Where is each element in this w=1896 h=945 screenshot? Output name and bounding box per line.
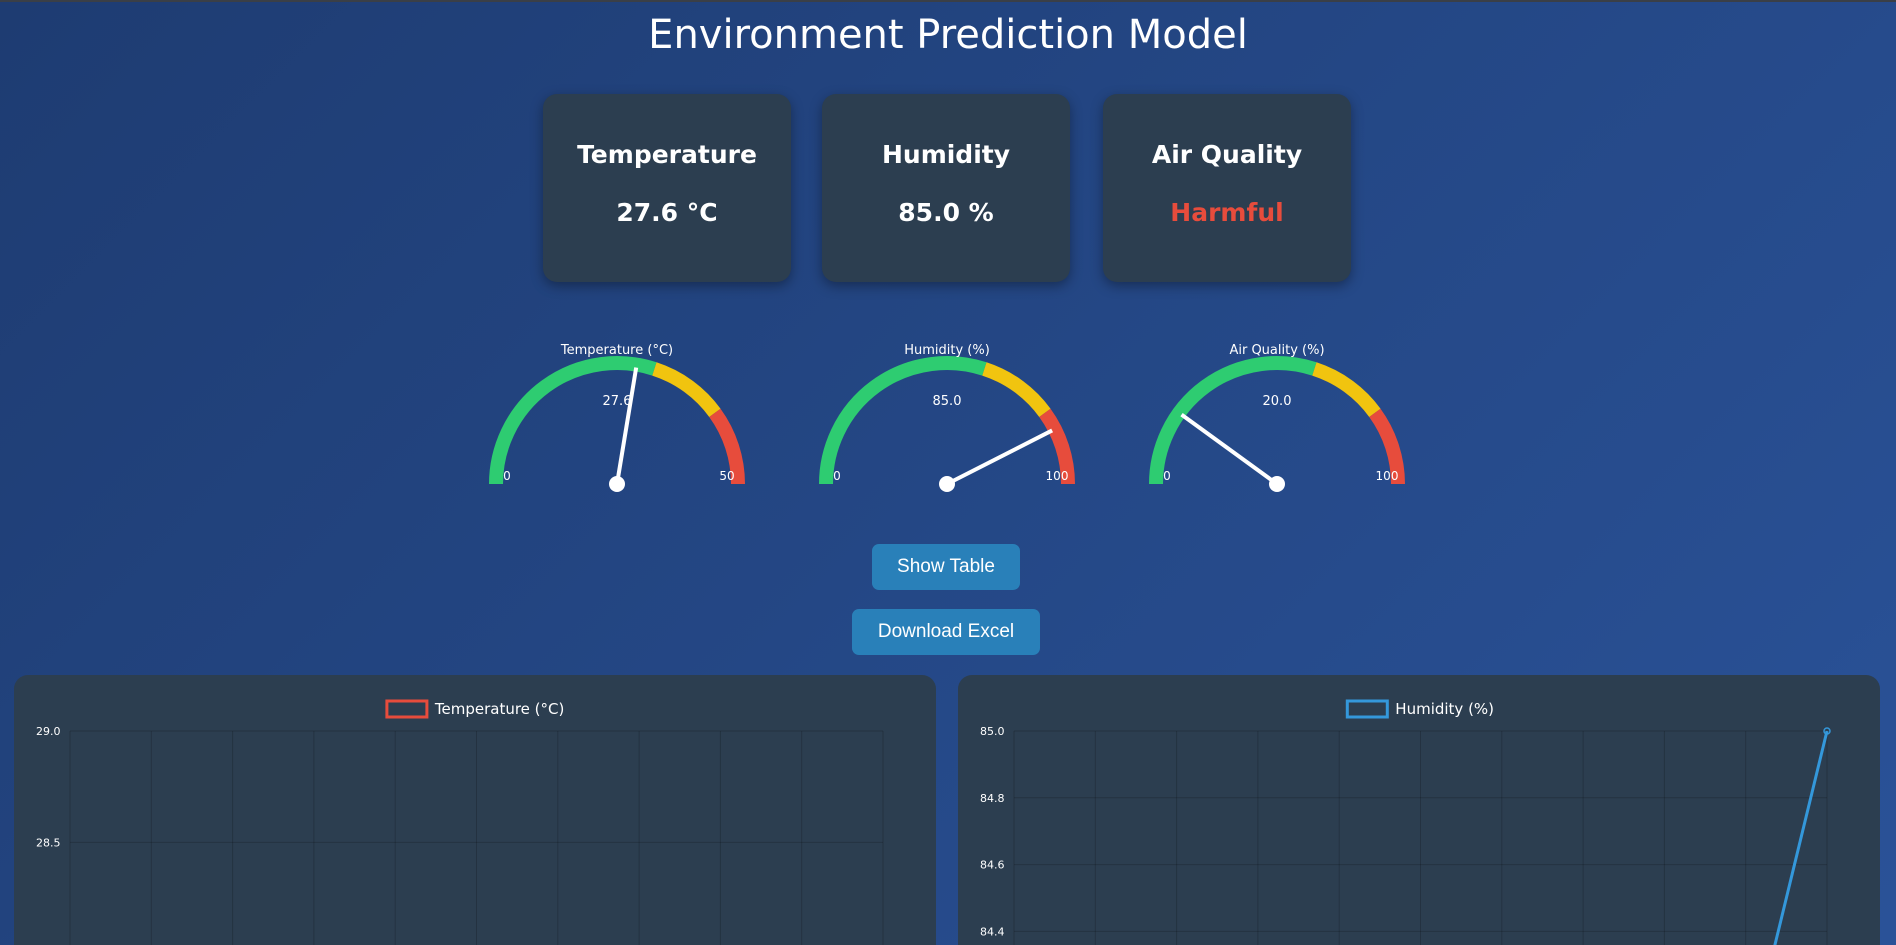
- gauge-arc: [982, 362, 1051, 418]
- action-button[interactable]: Download Excel: [852, 609, 1040, 655]
- chart-panel: 85.0 84.8 84.6 84.4 Humidity (%): [958, 675, 1880, 945]
- gauge-needle: [615, 367, 639, 485]
- card-value: 85.0 %: [898, 198, 994, 227]
- gauge-arc: [652, 362, 721, 418]
- gauge-min: 0: [1163, 469, 1171, 483]
- action-button[interactable]: Show Table: [872, 544, 1020, 590]
- gauge-hub: [609, 476, 625, 492]
- page-title: Environment Prediction Model: [648, 12, 1248, 58]
- card-label: Air Quality: [1151, 140, 1303, 169]
- status-card: Air Quality Harmful: [1103, 94, 1351, 282]
- gauge-max: 50: [719, 469, 734, 483]
- card-label: Temperature: [577, 140, 757, 169]
- legend-swatch: [1345, 699, 1389, 719]
- gauge-arc: [1312, 362, 1381, 418]
- y-tick-label: 84.6: [980, 859, 1005, 872]
- y-tick-label: 28.5: [36, 836, 61, 849]
- gauge-arc: [1369, 408, 1405, 485]
- y-tick-label: 85.0: [980, 725, 1005, 738]
- card-value: Harmful: [1170, 198, 1284, 227]
- gauge-arc: [709, 408, 745, 485]
- data-point: [1823, 727, 1831, 735]
- status-card: Temperature 27.6 °C: [543, 94, 791, 282]
- gauge-min: 0: [503, 469, 511, 483]
- gauge-title: Temperature (°C): [560, 343, 673, 358]
- gauge-hub: [939, 476, 955, 492]
- chart: 85.0 84.8 84.6 84.4 Humidity (%): [980, 699, 1831, 945]
- legend-label: Temperature (°C): [434, 700, 564, 718]
- gauges: Temperature (°C) 27.6 0 50 Humidity (%) 85.0 0…: [489, 343, 1405, 492]
- gauge-value: 20.0: [1263, 394, 1292, 409]
- chart-panel: 29.0 28.5 Temperature (°C): [14, 675, 936, 945]
- card-label: Humidity: [881, 140, 1011, 169]
- gauge-arc: [819, 356, 987, 485]
- gauge-needle: [1180, 413, 1279, 486]
- gauge-max: 100: [1376, 469, 1399, 483]
- gauge-title: Humidity (%): [904, 343, 990, 358]
- gauge-hub: [1269, 476, 1285, 492]
- gauge-value: 85.0: [933, 394, 962, 409]
- chart: 29.0 28.5 Temperature (°C): [36, 699, 884, 945]
- legend-label: Humidity (%): [1395, 700, 1494, 718]
- gauge-title: Air Quality (%): [1229, 343, 1324, 358]
- data-line: [1773, 730, 1829, 945]
- gauge-arc: [1149, 356, 1317, 485]
- y-tick-label: 84.8: [980, 792, 1005, 805]
- gauge-arc: [1039, 408, 1075, 485]
- legend-swatch: [385, 699, 429, 719]
- gauge-value: 27.6: [603, 394, 632, 409]
- gauge-arc: [489, 356, 657, 485]
- gauge-min: 0: [833, 469, 841, 483]
- status-card: Humidity 85.0 %: [822, 94, 1070, 282]
- card-value: 27.6 °C: [616, 198, 718, 227]
- gauge-max: 100: [1046, 469, 1069, 483]
- y-tick-label: 84.4: [980, 925, 1005, 938]
- gauge-needle: [946, 428, 1054, 486]
- y-tick-label: 29.0: [36, 725, 61, 738]
